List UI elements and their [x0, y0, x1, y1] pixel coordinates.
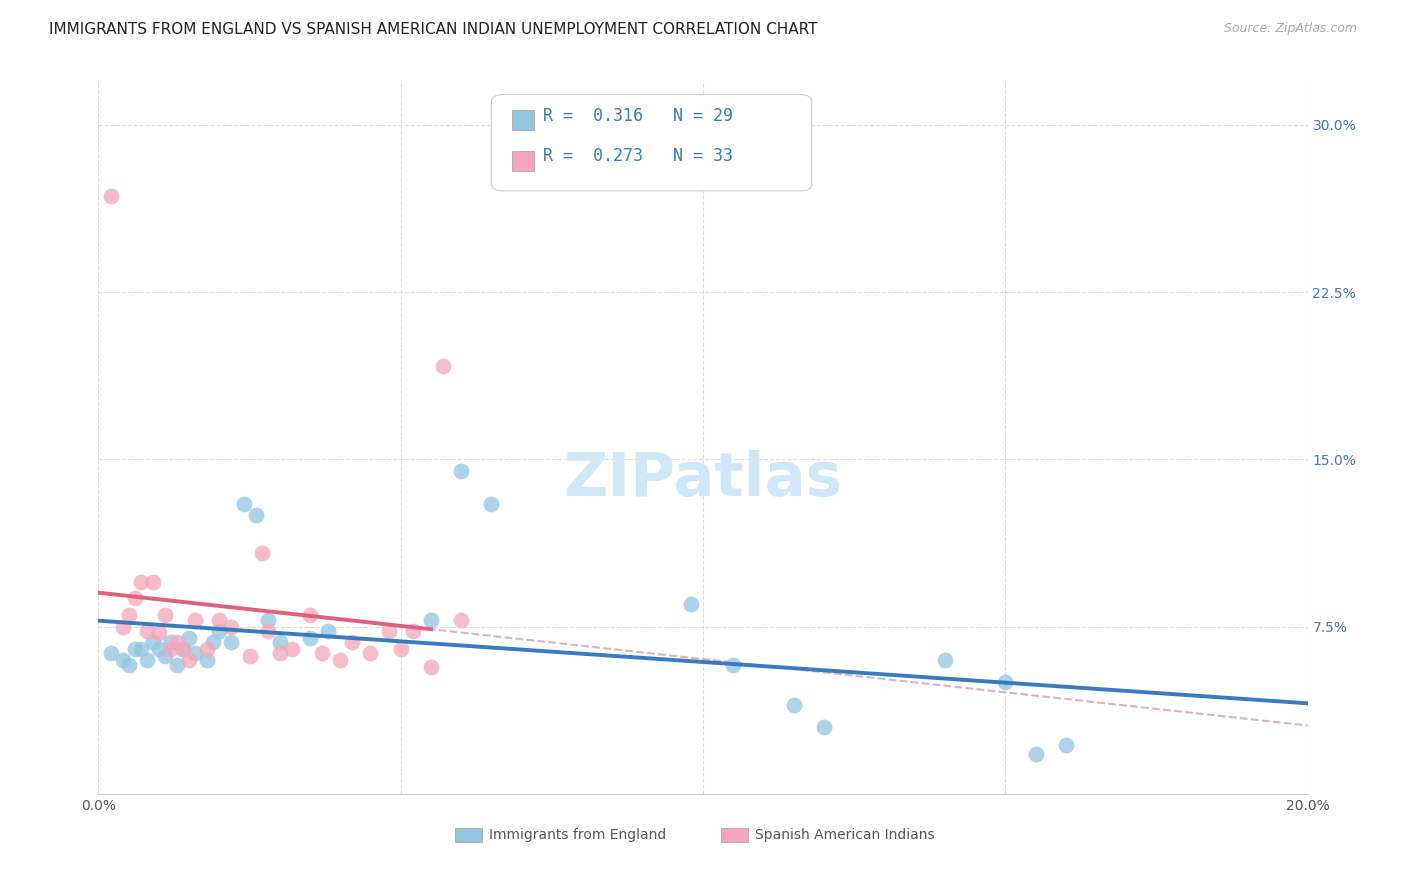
Point: [420, 613, 443, 627]
Point: [100, 646, 122, 660]
Point: [195, 653, 218, 667]
Bar: [721, 828, 748, 842]
Point: [311, 646, 333, 660]
Point: [129, 575, 152, 590]
Point: [100, 189, 122, 203]
Bar: [456, 828, 482, 842]
Point: [148, 642, 170, 657]
Point: [221, 619, 243, 633]
Point: [172, 642, 194, 657]
Point: [250, 546, 273, 560]
Point: [269, 646, 291, 660]
Text: Source: ZipAtlas.com: Source: ZipAtlas.com: [1223, 22, 1357, 36]
Point: [166, 635, 188, 649]
Point: [195, 642, 218, 657]
Point: [783, 698, 806, 712]
Bar: [512, 111, 534, 130]
Point: [208, 613, 231, 627]
Point: [994, 675, 1017, 690]
Text: R =  0.316   N = 29: R = 0.316 N = 29: [543, 107, 734, 125]
Text: IMMIGRANTS FROM ENGLAND VS SPANISH AMERICAN INDIAN UNEMPLOYMENT CORRELATION CHAR: IMMIGRANTS FROM ENGLAND VS SPANISH AMERI…: [49, 22, 818, 37]
Point: [679, 598, 702, 612]
Point: [329, 653, 352, 667]
Point: [111, 619, 134, 633]
FancyBboxPatch shape: [492, 95, 811, 191]
Point: [148, 626, 170, 640]
Point: [124, 642, 146, 657]
Point: [1024, 747, 1046, 761]
Text: R =  0.273   N = 33: R = 0.273 N = 33: [543, 147, 734, 165]
Point: [377, 624, 399, 639]
Point: [934, 653, 956, 667]
Point: [299, 631, 322, 645]
Point: [723, 657, 745, 672]
Text: ZIPatlas: ZIPatlas: [564, 450, 842, 509]
Point: [281, 642, 304, 657]
Point: [124, 591, 146, 605]
Point: [142, 635, 165, 649]
Point: [153, 608, 176, 623]
Point: [316, 624, 339, 639]
Point: [179, 631, 201, 645]
Point: [118, 657, 141, 672]
Bar: [512, 151, 534, 171]
Point: [232, 497, 254, 511]
Point: [299, 608, 322, 623]
Point: [135, 653, 157, 667]
Point: [360, 646, 382, 660]
Point: [179, 653, 201, 667]
Point: [208, 624, 231, 639]
Text: Immigrants from England: Immigrants from England: [489, 828, 666, 841]
Point: [239, 648, 262, 663]
Point: [402, 624, 425, 639]
Point: [389, 642, 412, 657]
Point: [256, 624, 278, 639]
Point: [129, 642, 152, 657]
Point: [432, 359, 454, 373]
Point: [450, 464, 472, 478]
Point: [481, 497, 503, 511]
Point: [269, 635, 291, 649]
Point: [184, 646, 207, 660]
Point: [172, 642, 194, 657]
Point: [221, 635, 243, 649]
Point: [153, 648, 176, 663]
Point: [160, 635, 183, 649]
Point: [142, 575, 165, 590]
Point: [420, 660, 443, 674]
Point: [166, 657, 188, 672]
Point: [813, 720, 835, 734]
Point: [135, 624, 157, 639]
Point: [160, 642, 183, 657]
Point: [245, 508, 267, 523]
Point: [202, 635, 225, 649]
Point: [342, 635, 364, 649]
Point: [256, 613, 278, 627]
Point: [1054, 738, 1077, 752]
Point: [118, 608, 141, 623]
Text: Spanish American Indians: Spanish American Indians: [755, 828, 935, 841]
Point: [184, 613, 207, 627]
Point: [111, 653, 134, 667]
Point: [450, 613, 472, 627]
